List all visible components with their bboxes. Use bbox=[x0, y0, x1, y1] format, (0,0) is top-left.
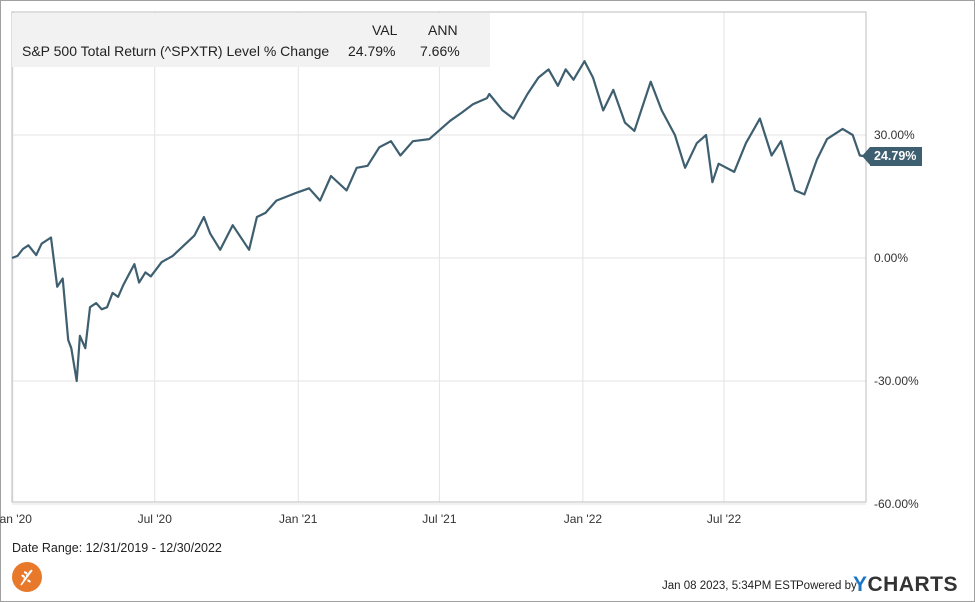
legend-header-ann: ANN bbox=[428, 22, 458, 38]
x-tick-label: Jan '20 bbox=[0, 512, 32, 526]
date-range-label: Date Range: 12/31/2019 - 12/30/2022 bbox=[12, 541, 222, 555]
footer-timestamp: Jan 08 2023, 5:34PM EST. bbox=[662, 580, 799, 592]
legend-box bbox=[12, 13, 490, 67]
ycharts-logo-text: CHARTS bbox=[867, 573, 959, 596]
x-tick-label: Jul '20 bbox=[137, 512, 172, 526]
ycharts-logo-y: Y bbox=[853, 573, 868, 596]
x-tick-label: Jul '22 bbox=[706, 512, 742, 526]
legend-ann: 7.66% bbox=[420, 43, 460, 59]
series-line-spxtr bbox=[11, 60, 867, 383]
legend-val: 24.79% bbox=[348, 43, 396, 59]
legend-series-name[interactable]: S&P 500 Total Return (^SPXTR) Level % Ch… bbox=[22, 43, 330, 59]
y-tick-label: 30.00% bbox=[874, 128, 915, 142]
footer-powered-by: Powered by bbox=[796, 580, 857, 592]
last-value-badge: 24.79% bbox=[861, 147, 923, 166]
y-tick-label: -30.00% bbox=[874, 374, 919, 388]
x-tick-label: Jan '21 bbox=[279, 512, 318, 526]
ycharts-logo[interactable]: YCHARTS bbox=[853, 573, 958, 597]
y-tick-label: 0.00% bbox=[874, 251, 909, 265]
x-tick-label: Jul '21 bbox=[422, 512, 457, 526]
wheat-logo-icon bbox=[12, 562, 42, 592]
grid-layer bbox=[12, 12, 866, 505]
legend-header-val: VAL bbox=[372, 22, 398, 38]
y-tick-label: -60.00% bbox=[874, 497, 919, 511]
x-tick-label: Jan '22 bbox=[563, 512, 603, 526]
